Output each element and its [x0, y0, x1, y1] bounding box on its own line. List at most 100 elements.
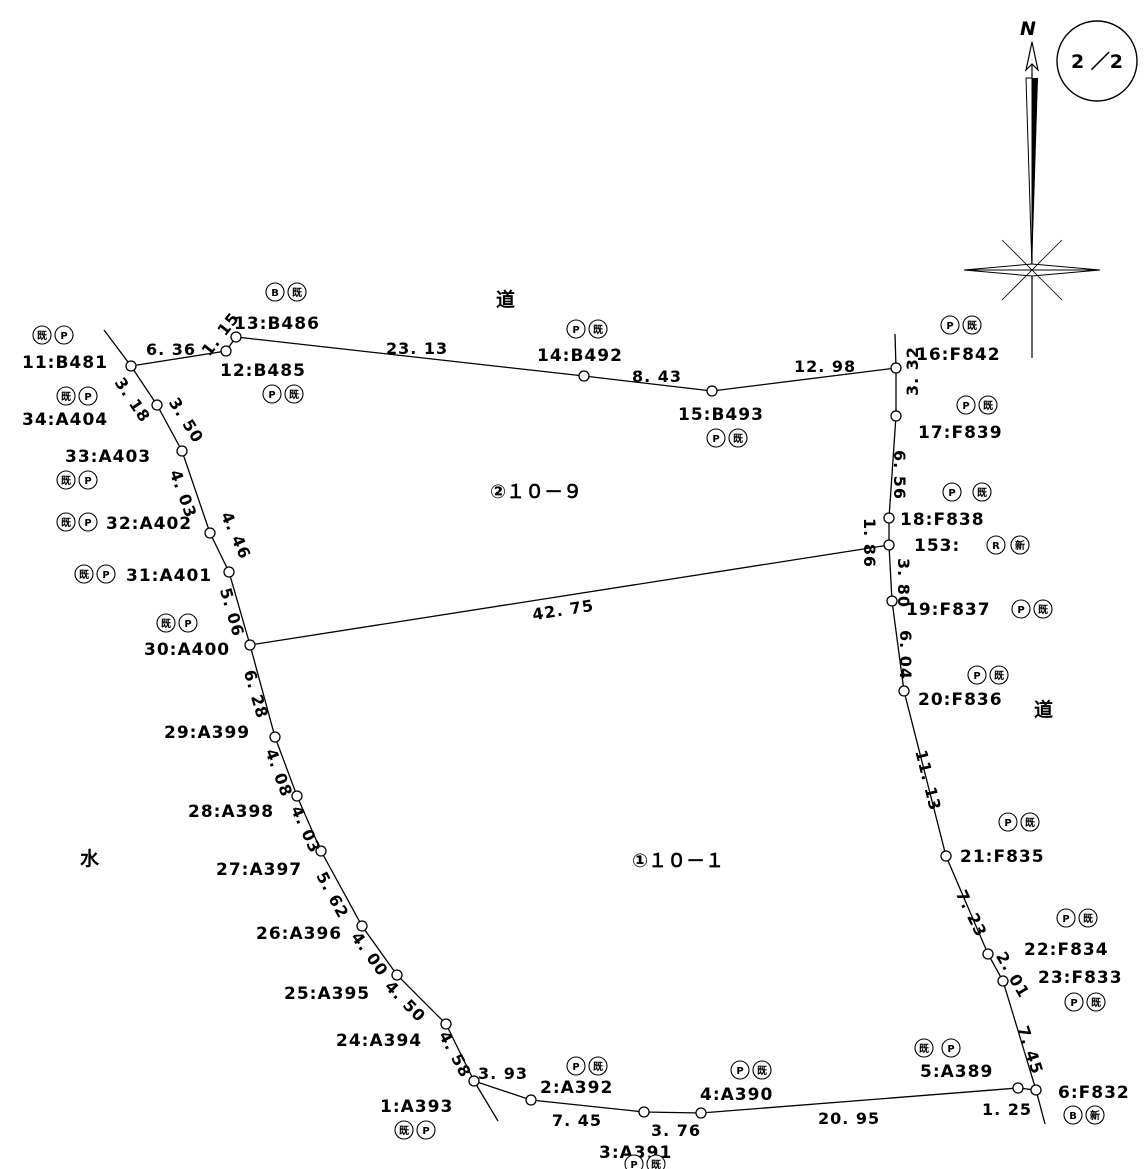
block-mark-icon [265, 282, 285, 302]
point-27 [315, 845, 327, 857]
point-20 [898, 685, 910, 697]
plate-mark-icon [566, 319, 586, 339]
north-arrow-icon: N [963, 18, 1101, 358]
distance-21-22: 7. 23 [952, 887, 991, 940]
existing-mark-icon [962, 315, 982, 335]
distance-2-1: 3. 93 [478, 1064, 528, 1083]
existing-mark-icon [972, 482, 992, 502]
plate-mark-icon [998, 812, 1018, 832]
point-label-15: 15:B493 [678, 405, 764, 425]
point-label-30: 30:A400 [144, 640, 230, 660]
point-label-31: 31:A401 [126, 566, 212, 586]
plate-mark-icon [54, 325, 74, 345]
distance-4-3: 3. 76 [651, 1121, 701, 1140]
parcel-boundary [103, 329, 1046, 1125]
point-label-29: 29:A399 [164, 723, 250, 743]
distance-19-20: 6. 04 [896, 630, 915, 680]
parcel-division-line [249, 544, 890, 646]
point-label-12: 12:B485 [220, 361, 306, 381]
distance-33-34: 3. 50 [165, 394, 208, 447]
boundary-line [130, 336, 1037, 1114]
point-label-19: 19:F837 [906, 600, 991, 620]
point-5 [1012, 1082, 1024, 1094]
distance-11-12: 6. 36 [146, 340, 196, 359]
upper-parcel-label: ②１０－９ [490, 481, 582, 503]
plate-mark-icon [624, 1154, 644, 1169]
point-25 [391, 969, 403, 981]
existing-mark-icon [1078, 908, 1098, 928]
plate-mark-icon [96, 564, 116, 584]
point-label-33: 33:A403 [65, 447, 151, 467]
point-153 [883, 539, 895, 551]
distance-30-31: 5. 06 [216, 586, 248, 639]
point-6 [1030, 1084, 1042, 1096]
existing-mark-icon [914, 1038, 934, 1058]
point-label-18: 18:F838 [900, 510, 985, 530]
existing-mark-icon [989, 665, 1009, 685]
block-mark-icon [1063, 1105, 1083, 1125]
point-12 [220, 345, 232, 357]
distance-23-6: 7. 45 [1013, 1023, 1047, 1076]
plate-mark-icon [78, 470, 98, 490]
distance-29-30: 6. 28 [240, 668, 272, 721]
point-30 [244, 639, 256, 651]
area-labels: ②１０－９ ①１０－１ 道 道 水 [80, 288, 1053, 872]
point-2 [525, 1094, 537, 1106]
point-3 [638, 1106, 650, 1118]
point-label-17: 17:F839 [918, 423, 1003, 443]
point-label-13: 13:B486 [234, 314, 320, 334]
point-29 [269, 731, 281, 743]
boundary-extension-line [1035, 1089, 1046, 1125]
point-label-24: 24:A394 [336, 1031, 422, 1051]
distance-15-16: 12. 98 [794, 357, 856, 376]
lower-parcel-label: ①１０－１ [632, 850, 724, 872]
point-label-28: 28:A398 [188, 802, 274, 822]
distance-6-5: 1. 25 [982, 1100, 1032, 1119]
point-34 [151, 399, 163, 411]
boundary-extension-line [894, 333, 897, 369]
point-label-5: 5:A389 [920, 1062, 993, 1082]
point-14 [578, 370, 590, 382]
point-label-16: 16:F842 [916, 345, 1001, 365]
point-label-27: 27:A397 [216, 860, 302, 880]
point-11 [125, 360, 137, 372]
distance-3-2: 7. 45 [552, 1111, 602, 1130]
survey-points [125, 331, 1042, 1119]
point-24 [440, 1018, 452, 1030]
existing-mark-icon [646, 1154, 666, 1169]
boundary-extension-line [103, 329, 132, 367]
existing-mark-icon [56, 470, 76, 490]
existing-mark-icon [1033, 599, 1053, 619]
plate-mark-icon [1011, 599, 1031, 619]
point-label-21: 21:F835 [960, 847, 1045, 867]
road-right-label: 道 [1034, 698, 1053, 721]
plate-mark-icon [78, 512, 98, 532]
existing-mark-icon [752, 1060, 772, 1080]
point-label-2: 2:A392 [540, 1078, 613, 1098]
distance-34-11: 3. 18 [111, 374, 155, 426]
plate-mark-icon [416, 1120, 436, 1140]
plate-mark-icon [941, 1038, 961, 1058]
point-18 [883, 512, 895, 524]
distance-16-17: 3. 32 [903, 346, 922, 396]
point-31 [223, 566, 235, 578]
point-label-11: 11:B481 [22, 353, 108, 373]
distance-18-153: 1. 86 [860, 518, 879, 568]
point-23 [997, 975, 1009, 987]
point-4 [695, 1107, 707, 1119]
point-19 [886, 595, 898, 607]
plate-mark-icon [78, 386, 98, 406]
new-mark-icon [1010, 535, 1030, 555]
road-top-label: 道 [496, 288, 515, 311]
existing-mark-icon [588, 1056, 608, 1076]
existing-mark-icon [56, 386, 76, 406]
point-label-22: 22:F834 [1024, 940, 1109, 960]
new-mark-icon [1085, 1105, 1105, 1125]
north-label: N [1020, 18, 1036, 40]
water-label: 水 [80, 848, 100, 870]
point-33 [176, 445, 188, 457]
distance-27-28: 4. 03 [287, 803, 325, 856]
existing-mark-icon [156, 613, 176, 633]
distance-31-32: 4. 46 [217, 509, 255, 562]
